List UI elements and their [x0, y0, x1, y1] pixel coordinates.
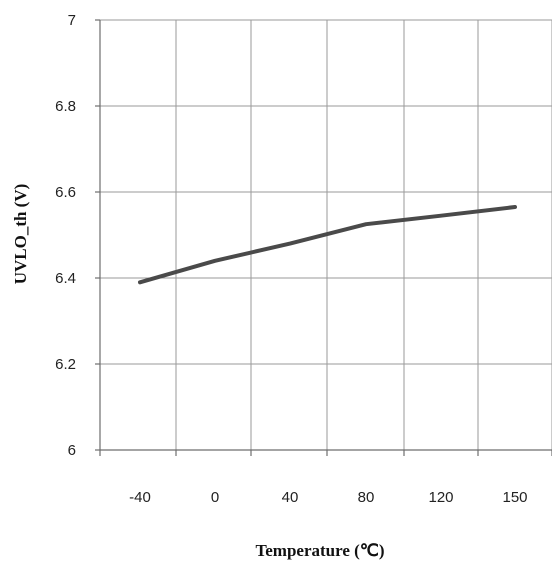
x-tick-label: 0 — [211, 489, 219, 506]
series-line — [138, 205, 517, 285]
y-tick-label: 6.2 — [55, 356, 76, 373]
series — [138, 205, 517, 285]
y-tick-label: 6.8 — [55, 98, 76, 115]
y-tick-label: 7 — [68, 12, 76, 29]
tick-labels: 7 6.8 6.6 6.4 6.2 6 -40 0 40 80 120 150 — [55, 12, 527, 506]
y-tick-label: 6.4 — [55, 270, 76, 287]
y-axis-title: UVLO_th (V) — [11, 184, 30, 285]
x-tick-label: -40 — [129, 489, 151, 506]
axes — [95, 19, 552, 456]
y-tick-label: 6.6 — [55, 184, 76, 201]
grid — [100, 19, 552, 450]
x-tick-label: 40 — [282, 489, 299, 506]
y-tick-label: 6 — [68, 442, 76, 459]
x-tick-label: 120 — [428, 489, 453, 506]
x-tick-label: 150 — [502, 489, 527, 506]
x-axis-title: Temperature (℃) — [255, 541, 384, 560]
x-tick-label: 80 — [358, 489, 375, 506]
